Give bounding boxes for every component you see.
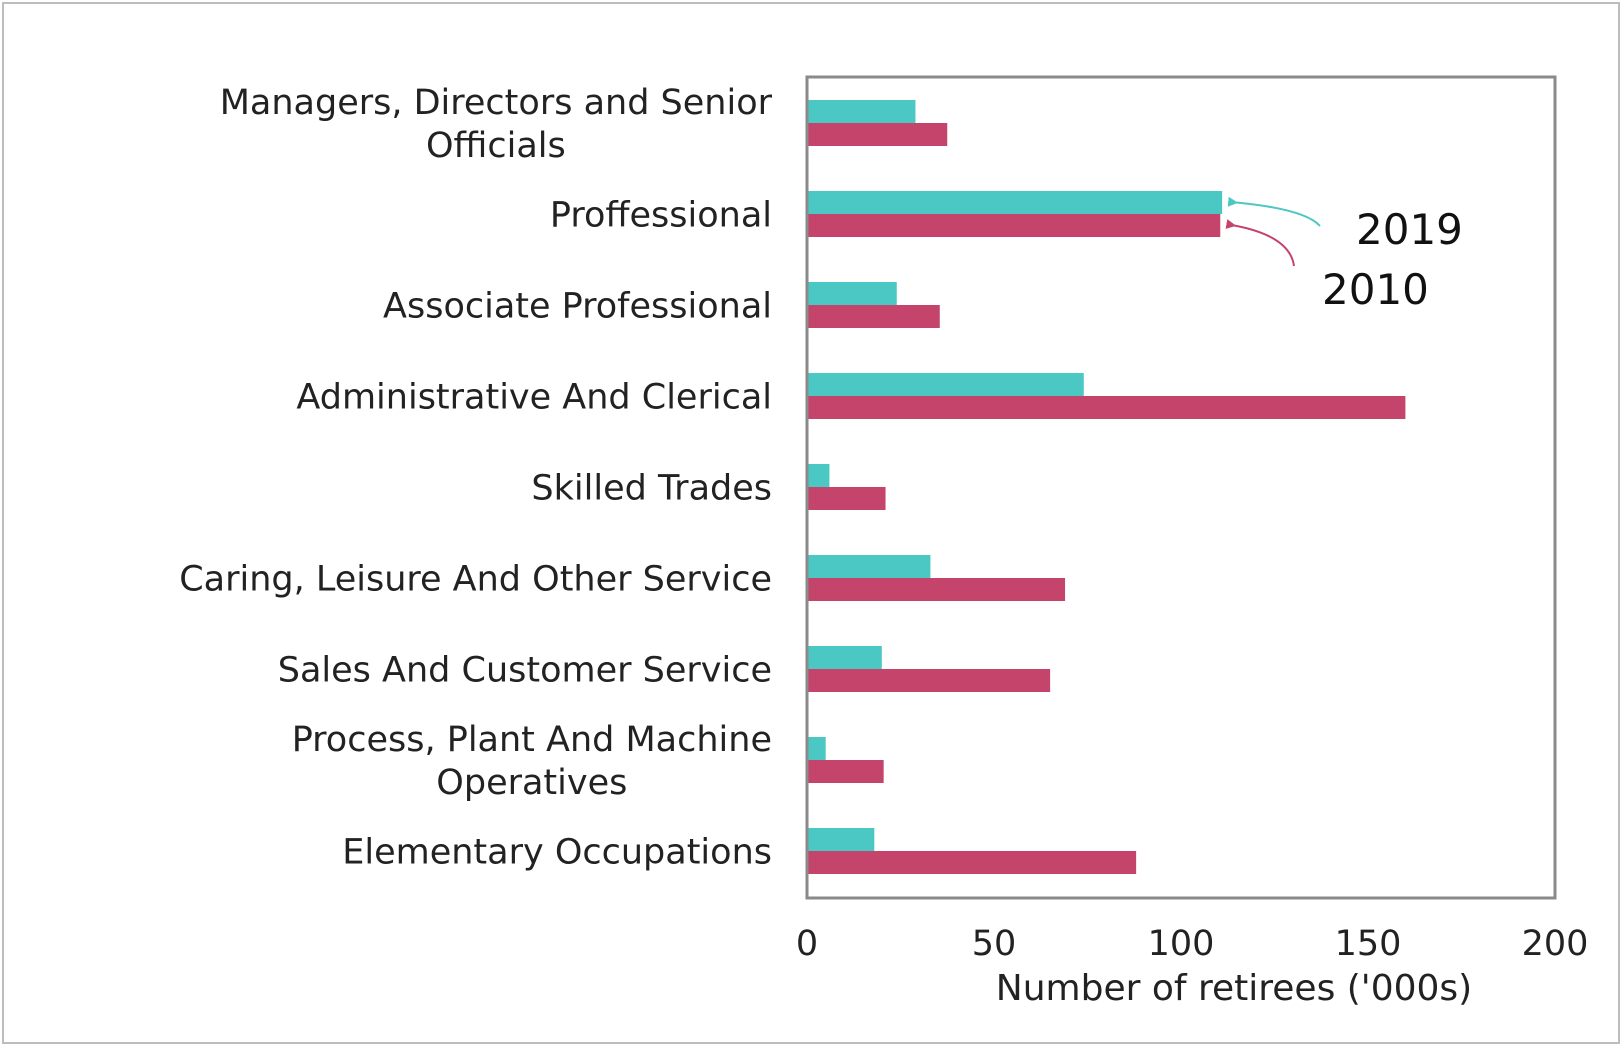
category-label-1: Proffessional — [550, 196, 772, 236]
category-label-6: Sales And Customer Service — [278, 651, 772, 691]
category-label-line: Sales And Customer Service — [278, 651, 772, 691]
category-label-line: Process, Plant And Machine — [292, 720, 772, 760]
annotation-arrow-2010 — [1225, 219, 1295, 267]
bar-2019-8 — [807, 828, 875, 851]
annotations: 2019 2010 — [1225, 196, 1463, 314]
x-tick-label: 100 — [1148, 924, 1215, 964]
bar-2010-0 — [807, 123, 948, 146]
category-label-line: Operatives — [436, 763, 627, 803]
category-label-8: Elementary Occupations — [342, 833, 772, 873]
category-label-line: Caring, Leisure And Other Service — [179, 560, 772, 600]
x-axis-title: Number of retirees ('000s) — [996, 968, 1472, 1009]
category-label-7: Process, Plant And Machine Operatives — [292, 720, 772, 803]
category-label-line: Elementary Occupations — [342, 833, 772, 873]
category-label-line: Managers, Directors and Senior — [220, 83, 773, 123]
category-label-line: Proffessional — [550, 196, 772, 236]
bars-layer — [807, 100, 1406, 874]
bar-2019-3 — [807, 373, 1084, 396]
category-label-line: Officials — [426, 126, 566, 166]
bar-2019-5 — [807, 555, 931, 578]
bar-2010-4 — [807, 487, 886, 510]
bar-2019-6 — [807, 646, 882, 669]
x-tick-label: 200 — [1522, 924, 1589, 964]
bar-2010-8 — [807, 851, 1137, 874]
x-tick-labels: 0 50 100 150 200 — [796, 924, 1589, 964]
annotation-label-2019: 2019 — [1356, 205, 1463, 254]
bar-2019-7 — [807, 737, 826, 760]
category-labels: Managers, Directors and Senior Officials P… — [179, 83, 773, 873]
x-tick-label: 150 — [1335, 924, 1402, 964]
category-label-line: Associate Professional — [383, 287, 772, 327]
bar-2019-4 — [807, 464, 830, 487]
bar-2010-6 — [807, 669, 1051, 692]
plot-area-border — [805, 75, 1557, 900]
category-label-2: Associate Professional — [383, 287, 772, 327]
bar-2019-1 — [807, 191, 1223, 214]
bar-2019-0 — [807, 100, 916, 123]
category-label-4: Skilled Trades — [531, 469, 772, 509]
category-label-line: Administrative And Clerical — [296, 378, 772, 418]
category-label-0: Managers, Directors and Senior Officials — [220, 83, 773, 166]
annotation-label-2010: 2010 — [1322, 265, 1429, 314]
bar-2010-5 — [807, 578, 1066, 601]
annotation-arrow-2019 — [1227, 196, 1321, 227]
category-label-5: Caring, Leisure And Other Service — [179, 560, 772, 600]
category-label-3: Administrative And Clerical — [296, 378, 772, 418]
x-tick-label: 0 — [796, 924, 818, 964]
x-tick-label: 50 — [972, 924, 1017, 964]
bar-2010-3 — [807, 396, 1406, 419]
bar-2010-2 — [807, 305, 940, 328]
bar-2010-7 — [807, 760, 884, 783]
bar-2010-1 — [807, 214, 1221, 237]
category-label-line: Skilled Trades — [531, 469, 772, 509]
bar-2019-2 — [807, 282, 897, 305]
